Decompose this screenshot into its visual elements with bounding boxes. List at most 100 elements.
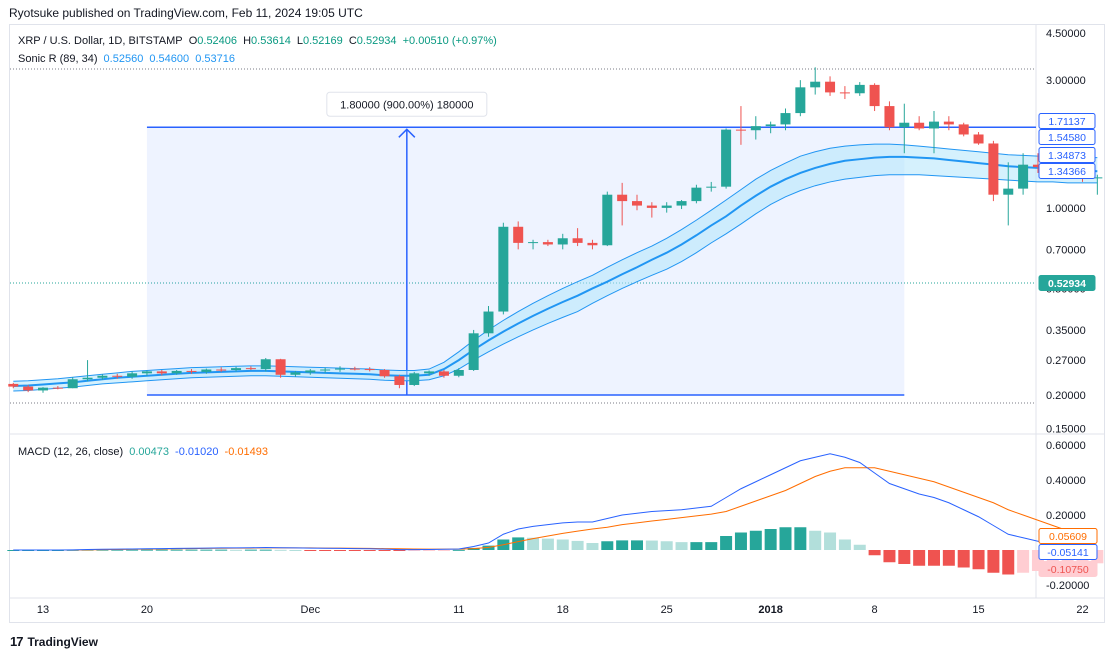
candle-body <box>602 194 613 246</box>
macd-histogram-bar <box>170 549 183 551</box>
macd-histogram-bar <box>913 550 926 566</box>
candle-body <box>349 368 360 370</box>
macd-histogram-bar <box>1002 550 1015 575</box>
candle-body <box>839 92 850 94</box>
candle-body <box>424 371 435 374</box>
candle-body <box>52 387 63 389</box>
macd-histogram-bar <box>734 532 747 550</box>
macd-histogram-bar <box>987 550 1000 573</box>
macd-histogram-bar <box>645 540 658 550</box>
sonic-name: Sonic R (89, 34) <box>18 53 98 65</box>
candle-body <box>750 126 761 131</box>
macd-histogram-bar <box>779 527 792 550</box>
candle-body <box>112 375 123 377</box>
macd-histogram-bar <box>274 549 287 551</box>
candle-body <box>453 369 464 376</box>
macd-legend: MACD (12, 26, close) 0.00473 -0.01020 -0… <box>18 446 271 458</box>
candle-body <box>438 371 449 376</box>
price-tick-label: 3.00000 <box>1046 75 1086 87</box>
candle-body <box>869 84 880 107</box>
macd-histogram-bar <box>720 536 733 550</box>
price-tick-label: 0.35000 <box>1046 325 1086 337</box>
macd-histogram-bar <box>423 550 436 551</box>
macd-signal-line <box>13 467 1098 551</box>
candle-body <box>854 84 865 94</box>
candle-body <box>8 383 19 387</box>
price-tick-label: 0.15000 <box>1046 423 1086 435</box>
macd-histogram-bar <box>408 550 421 551</box>
price-tag-box <box>1038 275 1096 291</box>
candle-body <box>943 121 954 125</box>
sonic-value-2: 0.54600 <box>149 53 190 65</box>
macd-tag-box <box>1038 561 1098 577</box>
low-label: L <box>296 35 303 47</box>
macd-tag-label: -0.10750 <box>1047 564 1089 576</box>
measure-label: 1.80000 (900.00%) 180000 <box>340 99 473 111</box>
macd-line <box>13 453 1098 554</box>
macd-histogram-bar <box>259 549 272 551</box>
macd-tick-label: 0.40000 <box>1046 475 1086 487</box>
macd-histogram-bar <box>140 549 153 551</box>
macd-histogram-bar <box>883 550 896 563</box>
price-tag-label: 1.71137 <box>1048 116 1085 128</box>
candle-body <box>587 242 598 246</box>
macd-histogram-bar <box>631 540 643 550</box>
candle-body <box>468 333 479 370</box>
macd-histogram-bar <box>690 542 703 550</box>
high-label: H <box>243 35 252 47</box>
close-value: 0.52934 <box>356 35 397 47</box>
tradingview-footer[interactable]: 17 TradingView <box>10 634 98 649</box>
time-tick-label: 25 <box>661 604 673 616</box>
time-tick-label: 11 <box>453 604 464 616</box>
macd-tick-label: -0.20000 <box>1046 580 1089 592</box>
macd-histogram-bar <box>616 540 629 550</box>
macd-tag-box <box>1038 544 1098 560</box>
candle-body <box>958 124 969 135</box>
price-tag-box <box>1038 113 1096 129</box>
candle-body <box>305 370 316 373</box>
time-tick-label: 15 <box>972 604 984 616</box>
candle-body <box>706 186 717 188</box>
macd-histogram-bar <box>675 542 688 550</box>
low-value: 0.52169 <box>303 35 343 47</box>
macd-histogram-bar <box>660 541 673 550</box>
candle-body <box>528 242 539 244</box>
price-tag-box <box>1038 147 1096 163</box>
symbol-label: XRP / U.S. Dollar, 1D, BITSTAMP <box>18 35 183 47</box>
macd-histogram-bar <box>868 550 881 556</box>
candle-body <box>988 143 999 195</box>
macd-name: MACD (12, 26, close) <box>18 446 124 458</box>
macd-histogram-bar <box>541 538 554 550</box>
candle-body <box>290 372 301 375</box>
macd-histogram-bar <box>334 550 346 551</box>
candle-body <box>409 373 420 385</box>
candle-body <box>542 242 553 245</box>
open-value: 0.52406 <box>197 35 238 47</box>
price-tag-label: 1.54580 <box>1048 132 1086 144</box>
macd-histogram-bar <box>571 540 584 550</box>
main-legend: XRP / U.S. Dollar, 1D, BITSTAMP O0.52406… <box>18 35 500 47</box>
macd-histogram-bar <box>348 550 361 551</box>
candle-body <box>320 369 331 371</box>
macd-histogram-bar <box>853 544 866 550</box>
price-tag-label: 0.52934 <box>1048 278 1086 290</box>
macd-histogram-bar <box>928 550 940 566</box>
macd-tag-label: -0.05141 <box>1047 547 1089 559</box>
candle-body <box>973 134 984 144</box>
macd-histogram-bar <box>527 537 540 550</box>
sonic-value-3: 0.53716 <box>195 53 235 65</box>
candle-body <box>38 387 48 391</box>
sonic-lower-line <box>13 174 1098 392</box>
candle-body <box>260 359 271 370</box>
macd-histogram-bar <box>230 549 243 551</box>
candle-body <box>1032 164 1043 168</box>
time-tick-label: 18 <box>557 604 569 616</box>
candle-body <box>67 379 78 389</box>
candle-body <box>884 106 895 128</box>
change-value: +0.00510 (+0.97%) <box>402 35 497 47</box>
macd-histogram-bar <box>378 550 391 551</box>
chart-frame <box>9 24 1105 623</box>
time-tick-label: 2018 <box>758 604 782 616</box>
time-tick-label: 8 <box>872 604 878 616</box>
